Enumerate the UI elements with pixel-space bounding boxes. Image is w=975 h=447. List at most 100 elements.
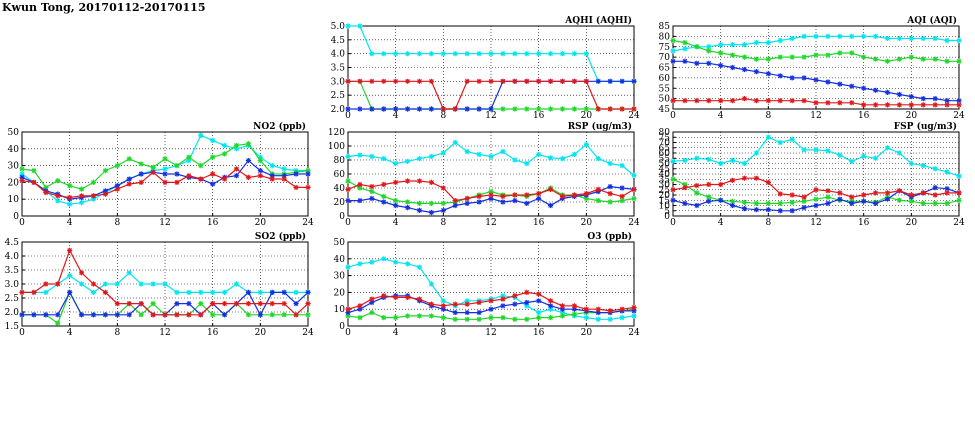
data-point-red — [233, 166, 240, 172]
data-point-red — [944, 102, 950, 108]
x-tick-label: 24 — [628, 218, 640, 228]
data-point-green — [729, 52, 736, 58]
data-point-green — [404, 199, 411, 205]
data-point-red — [500, 296, 506, 302]
y-tick-label: 20 — [334, 288, 346, 298]
chart-so2: 0 4 8 12 16 20 24 1.5 2.0 2.5 3.0 3.5 4.0 4.5 SO2 (ppb… — [5, 231, 314, 338]
data-point-red — [269, 176, 275, 182]
data-point-red — [404, 294, 411, 301]
data-point-cyan — [682, 46, 688, 52]
data-point-blue — [524, 299, 530, 306]
data-point-green — [741, 199, 748, 205]
data-point-cyan — [150, 281, 156, 287]
data-point-blue — [753, 69, 760, 75]
data-point-cyan — [210, 289, 216, 295]
data-point-cyan — [381, 256, 387, 262]
data-point-red — [55, 193, 61, 199]
data-point-green — [861, 54, 867, 60]
data-point-cyan — [813, 33, 819, 39]
data-point-red — [126, 301, 132, 307]
y-tick-label: 4.5 — [331, 36, 346, 46]
data-point-red — [452, 198, 458, 204]
y-tick-label: 20 — [8, 178, 20, 188]
data-point-green — [896, 56, 903, 62]
data-point-red — [777, 98, 783, 104]
data-point-cyan — [536, 151, 542, 157]
data-point-red — [908, 192, 914, 198]
data-point-red — [162, 179, 168, 185]
data-point-blue — [476, 106, 482, 112]
data-point-cyan — [162, 281, 168, 287]
y-tick-label: 30 — [659, 181, 671, 191]
data-point-cyan — [547, 155, 554, 161]
data-point-blue — [837, 81, 843, 87]
data-point-blue — [452, 309, 458, 316]
data-point-blue — [257, 312, 263, 318]
data-point-cyan — [607, 316, 613, 322]
data-point-cyan — [536, 309, 542, 316]
data-point-blue — [162, 171, 168, 177]
data-point-red — [67, 194, 73, 201]
data-point-blue — [404, 205, 411, 211]
data-point-cyan — [440, 150, 446, 156]
data-point-green — [126, 156, 132, 162]
data-point-red — [55, 281, 61, 287]
data-point-blue — [269, 289, 275, 295]
data-point-green — [682, 181, 688, 188]
data-point-red — [257, 173, 263, 179]
data-point-cyan — [126, 270, 132, 276]
data-point-blue — [281, 289, 287, 295]
data-point-red — [872, 102, 879, 108]
data-point-blue — [789, 208, 795, 214]
data-point-red — [345, 78, 351, 84]
data-point-red — [162, 312, 168, 318]
data-point-red — [500, 78, 506, 84]
data-point-blue — [369, 106, 375, 112]
x-tick-label: 4 — [67, 218, 73, 228]
data-point-cyan — [825, 148, 831, 154]
data-point-green — [488, 315, 494, 321]
data-point-green — [741, 54, 748, 60]
data-point-cyan — [571, 151, 578, 157]
data-point-blue — [345, 309, 351, 316]
data-point-green — [138, 161, 144, 167]
data-point-red — [706, 181, 712, 188]
data-point-green — [729, 198, 736, 204]
data-point-cyan — [369, 51, 375, 57]
data-point-cyan — [55, 198, 61, 204]
x-tick-label: 20 — [906, 218, 918, 228]
data-point-blue — [78, 312, 85, 318]
x-tick-label: 24 — [302, 218, 314, 228]
data-point-blue — [19, 174, 25, 180]
data-point-green — [174, 163, 180, 169]
x-tick-label: 12 — [485, 328, 496, 338]
data-point-red — [595, 306, 601, 312]
data-point-green — [55, 320, 61, 326]
data-point-red — [753, 98, 760, 104]
data-point-cyan — [43, 289, 49, 295]
data-point-cyan — [269, 163, 275, 169]
data-point-red — [305, 301, 311, 307]
data-point-cyan — [416, 156, 423, 162]
data-point-blue — [706, 60, 712, 66]
data-point-green — [369, 188, 375, 195]
data-point-green — [837, 50, 843, 56]
data-point-green — [706, 48, 712, 54]
data-point-red — [920, 190, 926, 196]
data-point-cyan — [619, 315, 625, 321]
y-tick-label: 60 — [659, 74, 671, 84]
data-point-red — [198, 176, 204, 182]
data-point-blue — [416, 207, 423, 213]
data-point-blue — [512, 301, 518, 307]
data-point-green — [944, 200, 950, 206]
data-point-green — [920, 56, 926, 62]
x-tick-label: 16 — [533, 111, 545, 121]
x-tick-label: 8 — [440, 328, 446, 338]
data-point-green — [706, 194, 712, 200]
data-point-red — [305, 184, 311, 191]
data-point-cyan — [706, 44, 712, 50]
data-point-green — [198, 163, 204, 169]
y-tick-label: 70 — [659, 53, 671, 63]
data-point-red — [452, 106, 458, 112]
data-point-red — [102, 289, 109, 295]
